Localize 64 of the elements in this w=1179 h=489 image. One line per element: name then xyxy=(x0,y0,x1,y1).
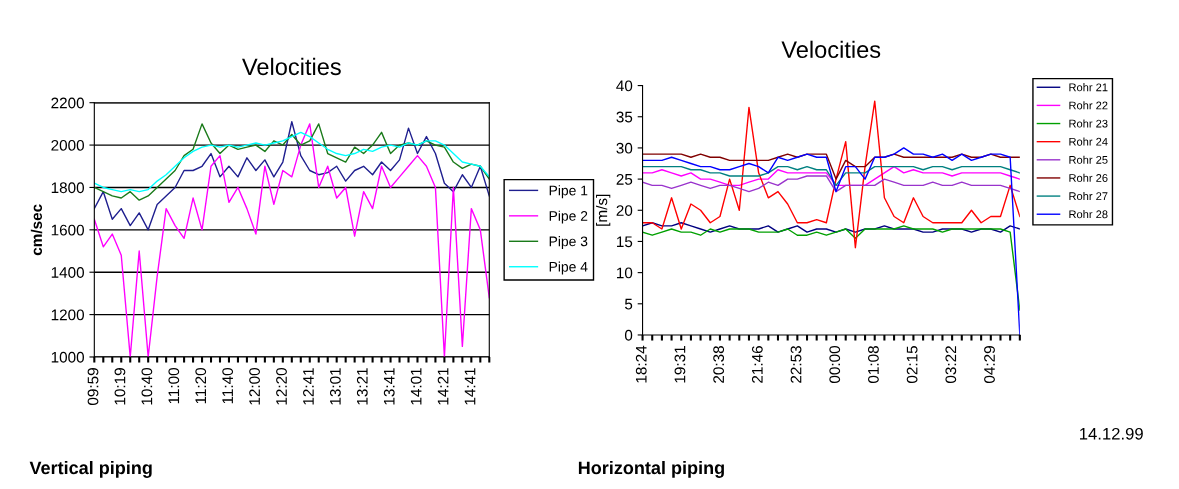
legend-label: Rohr 25 xyxy=(1069,155,1108,164)
x-tick-label: 00:00 xyxy=(829,345,841,384)
x-tick-label: 20:38 xyxy=(713,346,725,383)
y-tick-label: 20 xyxy=(616,205,633,216)
line-series xyxy=(642,175,1020,193)
chart-title: Velocities xyxy=(781,40,881,59)
x-tick-label: 11:20 xyxy=(195,367,207,404)
x-tick-label: 11:00 xyxy=(168,367,180,404)
line-series xyxy=(642,153,1020,180)
legend-label: Pipe 4 xyxy=(549,261,588,275)
legend-label: Rohr 23 xyxy=(1069,119,1108,128)
y-tick-label: 2200 xyxy=(51,97,84,109)
x-tick-label: 14:21 xyxy=(437,368,449,405)
line-series xyxy=(642,165,1020,187)
x-tick-label: 19:31 xyxy=(674,346,686,383)
legend-label: Rohr 22 xyxy=(1069,101,1108,110)
x-tick-label: 12:41 xyxy=(303,368,314,405)
x-tick-label: 21:46 xyxy=(751,346,763,383)
y-axis-title: [m/s] xyxy=(596,194,611,226)
y-axis-title: cm/sec xyxy=(30,204,43,256)
x-tick-label: 13:01 xyxy=(329,368,341,405)
x-tick-label: 10:40 xyxy=(141,367,153,405)
x-tick-label: 13:21 xyxy=(356,368,368,405)
y-tick-label: 40 xyxy=(616,80,633,92)
y-tick-label: 2000 xyxy=(51,139,84,151)
chart-title: Velocities xyxy=(242,57,341,76)
legend-label: Rohr 27 xyxy=(1069,191,1108,201)
x-tick-label: 14:41 xyxy=(464,368,476,405)
x-tick-label: 13:41 xyxy=(383,368,395,405)
text: Vertical piping xyxy=(29,460,152,478)
y-tick-label: 30 xyxy=(616,142,633,154)
legend-label: Rohr 24 xyxy=(1069,137,1108,146)
y-tick-label: 1600 xyxy=(51,224,84,236)
x-tick-label: 12:20 xyxy=(276,367,287,405)
x-tick-label: 18:24 xyxy=(635,345,647,383)
line-series xyxy=(642,100,1020,249)
y-tick-label: 1400 xyxy=(51,267,84,278)
y-tick-label: 1800 xyxy=(51,182,84,194)
x-tick-label: 14:01 xyxy=(410,368,422,405)
x-tick-label: 12:00 xyxy=(249,367,260,405)
x-tick-label: 03:22 xyxy=(945,346,957,384)
y-tick-label: 5 xyxy=(624,298,633,310)
legend-label: Rohr 28 xyxy=(1069,210,1108,219)
y-tick-label: 35 xyxy=(616,111,633,123)
y-tick-label: 10 xyxy=(617,267,633,279)
x-tick-label: 11:40 xyxy=(222,367,234,404)
y-tick-label: 15 xyxy=(617,236,633,248)
y-tick-label: 0 xyxy=(624,329,633,341)
y-tick-label: 1000 xyxy=(51,351,84,363)
x-tick-label: 22:53 xyxy=(790,346,802,383)
x-tick-label: 04:29 xyxy=(984,346,995,384)
text: Horizontal piping xyxy=(578,460,724,478)
legend-label: Pipe 1 xyxy=(549,185,588,199)
x-tick-label: 09:59 xyxy=(87,368,99,406)
y-tick-label: 1200 xyxy=(51,309,84,321)
x-tick-label: 02:15 xyxy=(906,346,918,384)
legend-label: Rohr 26 xyxy=(1069,173,1108,182)
text: 14.12.99 xyxy=(1080,427,1143,440)
legend-label: Rohr 21 xyxy=(1069,83,1108,92)
legend-label: Pipe 2 xyxy=(549,210,588,224)
x-tick-label: 10:19 xyxy=(114,368,126,405)
y-tick-label: 25 xyxy=(616,173,633,185)
x-tick-label: 01:08 xyxy=(868,346,879,384)
legend-label: Pipe 3 xyxy=(549,236,588,250)
